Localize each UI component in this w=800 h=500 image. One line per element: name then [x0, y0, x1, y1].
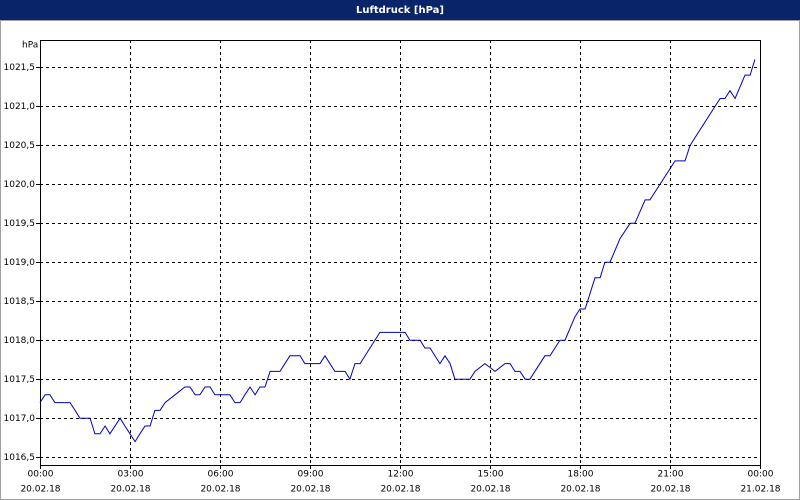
title-bar	[0, 0, 800, 20]
x-tick-date: 20.02.18	[20, 485, 60, 495]
x-tick-date: 20.02.18	[110, 485, 150, 495]
y-tick-label: 1019,0	[4, 258, 36, 268]
y-tick-label: 1017,5	[4, 375, 36, 385]
y-axis-unit: hPa	[22, 41, 38, 51]
x-tick-label: 00:00	[748, 470, 774, 480]
x-tick-date: 20.02.18	[650, 485, 690, 495]
y-tick-label: 1020,0	[4, 180, 36, 190]
y-tick-label: 1020,5	[4, 141, 36, 151]
x-tick-date: 20.02.18	[200, 485, 240, 495]
y-tick-label: 1021,5	[4, 63, 36, 73]
x-tick-label: 09:00	[298, 470, 324, 480]
x-tick-label: 21:00	[658, 470, 684, 480]
x-tick-label: 00:00	[28, 470, 54, 480]
x-tick-date: 20.02.18	[380, 485, 420, 495]
x-tick-date: 20.02.18	[560, 485, 600, 495]
data-line	[39, 59, 756, 443]
x-tick-label: 06:00	[208, 470, 234, 480]
y-tick-label: 1016,5	[4, 453, 36, 463]
x-tick-label: 12:00	[388, 470, 414, 480]
y-tick-label: 1018,0	[4, 336, 36, 346]
y-tick-label: 1017,0	[4, 414, 36, 424]
x-tick-date: 21.02.18	[740, 485, 780, 495]
chart-title: Luftdruck [hPa]	[356, 5, 444, 16]
y-tick-label: 1021,0	[4, 102, 36, 112]
x-tick-label: 15:00	[478, 470, 504, 480]
x-tick-label: 18:00	[568, 470, 594, 480]
y-tick-label: 1019,5	[4, 219, 36, 229]
y-tick-label: 1018,5	[4, 297, 36, 307]
plot-frame	[40, 40, 761, 466]
window-border	[0, 20, 800, 500]
x-tick-label: 03:00	[118, 470, 144, 480]
x-tick-date: 20.02.18	[290, 485, 330, 495]
x-tick-date: 20.02.18	[470, 485, 510, 495]
